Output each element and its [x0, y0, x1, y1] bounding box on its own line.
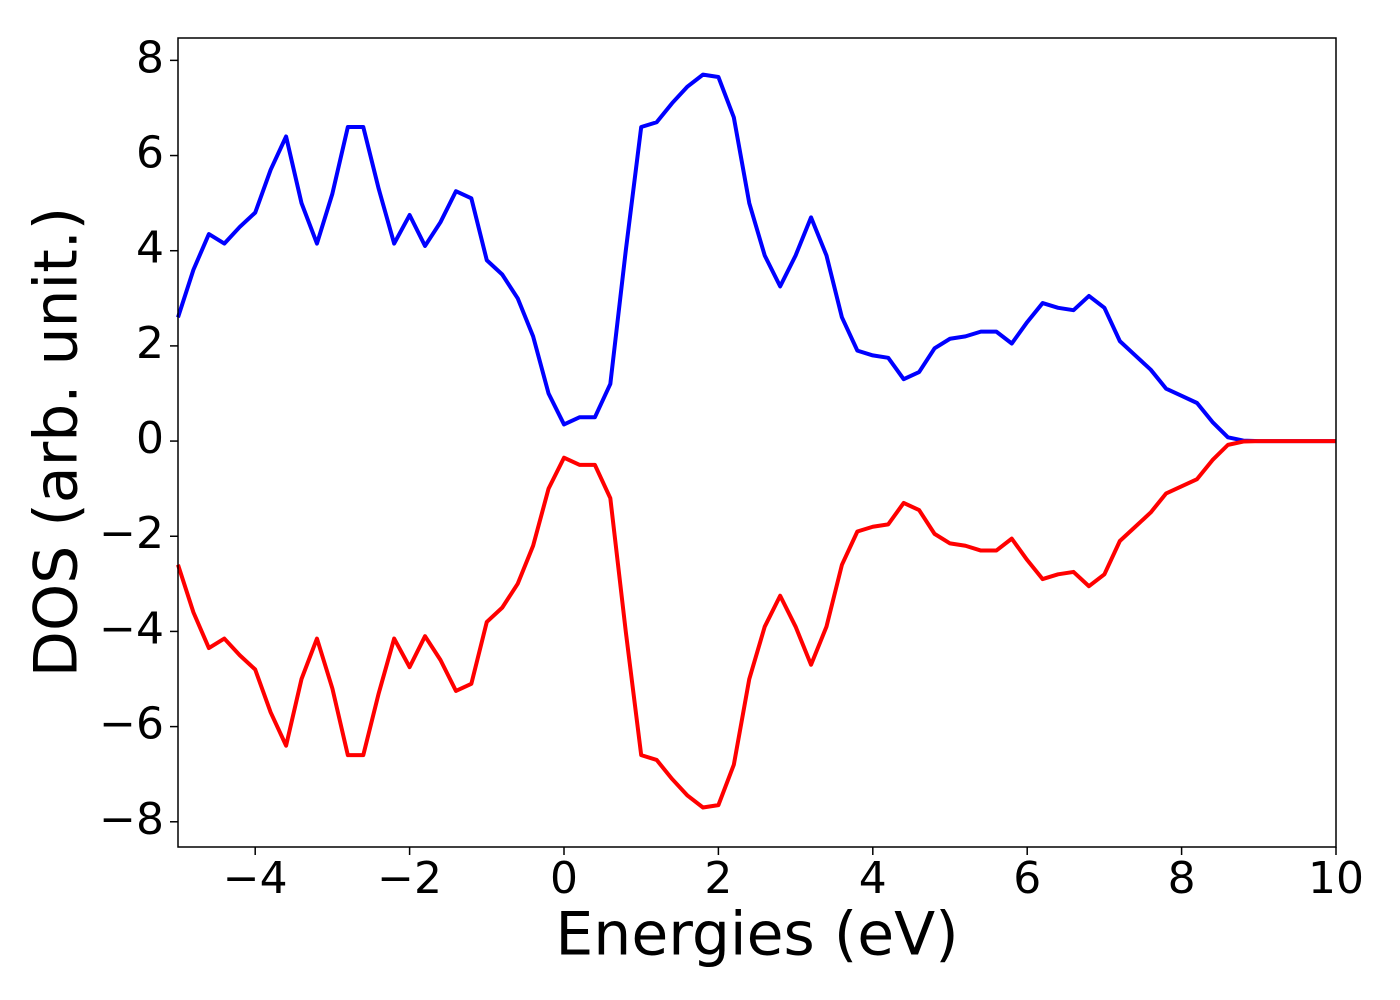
- y-tick-label: 6: [136, 128, 164, 179]
- y-tick-label: −6: [99, 699, 164, 750]
- y-axis-label: DOS (arb. unit.): [22, 207, 92, 677]
- plot-frame: [177, 37, 1337, 848]
- y-tick-label: −4: [99, 603, 164, 654]
- line-series: [176, 72, 1336, 444]
- y-tick-label: −8: [99, 794, 164, 845]
- y-tick-label: 2: [136, 318, 164, 369]
- x-tick-label: −2: [377, 853, 442, 904]
- x-tick-label: 10: [1308, 853, 1364, 904]
- x-tick-label: 2: [704, 853, 732, 904]
- x-tick-label: 6: [1013, 853, 1041, 904]
- x-tick-label: 0: [550, 853, 578, 904]
- x-tick-label: 4: [859, 853, 887, 904]
- y-tick-label: −2: [99, 508, 164, 559]
- y-tick-label: 4: [136, 223, 164, 274]
- line-series: [176, 439, 1336, 810]
- y-tick-label: 0: [136, 413, 164, 464]
- y-tick-label: 8: [136, 32, 164, 83]
- x-tick-label: −4: [223, 853, 288, 904]
- x-axis-label: Energies (eV): [555, 900, 958, 970]
- x-tick-label: 8: [1168, 853, 1196, 904]
